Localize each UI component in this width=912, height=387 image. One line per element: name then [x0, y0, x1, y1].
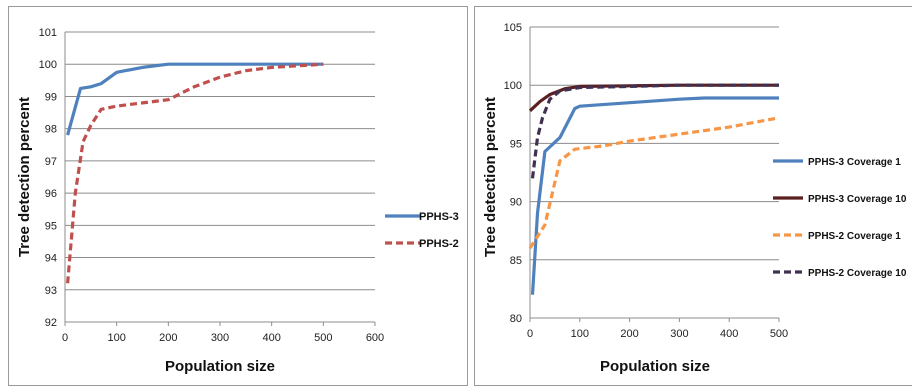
y-tick-label: 95: [45, 220, 57, 232]
chart-left: 92 93 94 95 96 97 98 99 100 101 0 100 200 300 400 500 60…: [16, 27, 459, 375]
y-axis-title: Tree detection percent: [16, 97, 33, 257]
x-tick-label: 600: [366, 332, 384, 344]
x-tick-label: 0: [527, 328, 533, 340]
chart-panel-left: 92 93 94 95 96 97 98 99 100 101 0 100 200 300 400 500 60…: [8, 6, 468, 386]
y-tick-label: 85: [510, 255, 522, 267]
y-tick-label: 99: [45, 91, 57, 103]
x-tick-label: 200: [620, 328, 638, 340]
y-tick-label: 101: [39, 27, 57, 39]
x-tick-label: 300: [211, 332, 229, 344]
y-tick-label: 92: [45, 317, 57, 329]
x-axis-title: Population size: [600, 358, 710, 375]
x-tick-label: 100: [571, 328, 589, 340]
legend-label: PPHS-2: [419, 238, 459, 250]
x-tick-label: 400: [262, 332, 280, 344]
series-line-right-2: [528, 83, 779, 112]
series-line-left-1: [66, 62, 324, 136]
y-tick-label: 80: [510, 313, 522, 325]
y-tick-label: 90: [510, 197, 522, 209]
series-line-right-1: [530, 96, 779, 295]
y-tick-label: 96: [45, 188, 57, 200]
y-tick-label: 105: [504, 22, 522, 34]
series-line-right-3: [528, 116, 780, 250]
y-tick-label: 95: [510, 138, 522, 150]
x-tick-label: 500: [770, 328, 788, 340]
chart-right: 80 85 90 95 100 105 0 100 200 300 400 500 Population…: [482, 22, 907, 375]
x-axis-title: Population size: [165, 358, 275, 375]
chart-panel-right: 80 85 90 95 100 105 0 100 200 300 400 500 Population…: [474, 6, 912, 386]
x-tick-label: 100: [107, 332, 125, 344]
x-tick-label: 300: [670, 328, 688, 340]
legend-label: PPHS-3 Coverage 1: [808, 157, 901, 168]
x-tick-label: 500: [314, 332, 332, 344]
x-tick-label: 400: [720, 328, 738, 340]
y-tick-label: 93: [45, 285, 57, 297]
y-tick-label: 100: [504, 80, 522, 92]
y-tick-label: 98: [45, 124, 57, 136]
series-line-left-2: [66, 62, 324, 284]
x-tick-label: 0: [62, 332, 68, 344]
y-tick-label: 100: [39, 59, 57, 71]
y-tick-label: 94: [45, 253, 57, 265]
legend-label: PPHS-2 Coverage 1: [808, 231, 901, 242]
legend-label: PPHS-3: [419, 211, 459, 223]
legend-label: PPHS-2 Coverage 10: [808, 268, 907, 279]
y-axis-title: Tree detection percent: [482, 97, 499, 257]
x-tick-label: 200: [159, 332, 177, 344]
y-tick-label: 97: [45, 156, 57, 168]
series-line-right-4: [530, 83, 779, 179]
legend-label: PPHS-3 Coverage 10: [808, 194, 907, 205]
